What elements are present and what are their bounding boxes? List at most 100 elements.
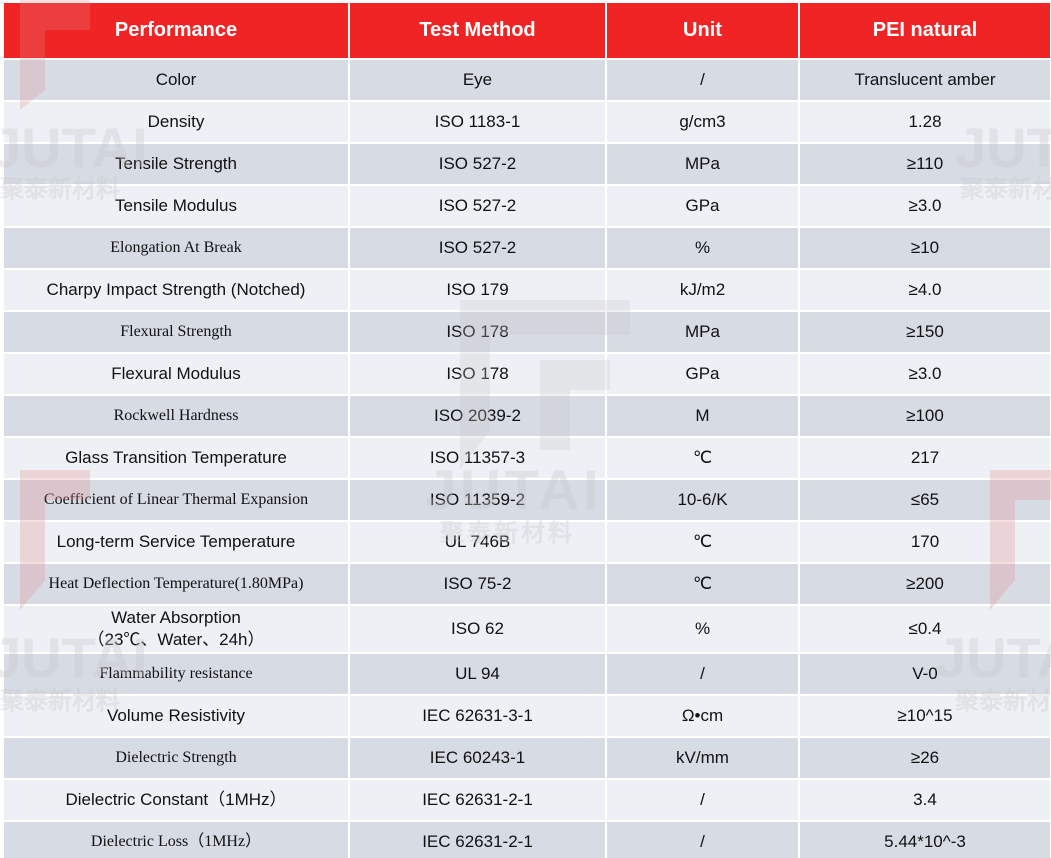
cell-value: ≥150 (799, 311, 1050, 354)
header-unit: Unit (606, 3, 800, 60)
performance-label: Flexural Modulus (111, 364, 241, 383)
cell-value: 1.28 (799, 101, 1050, 144)
cell-value: V-0 (799, 653, 1050, 696)
performance-label: Volume Resistivity (107, 706, 245, 725)
cell-performance: Dielectric Constant（1MHz） (4, 779, 350, 822)
cell-test-method: ISO 178 (349, 353, 607, 396)
table-row: Dielectric Loss（1MHz） IEC 62631-2-1/5.44*… (4, 821, 1050, 858)
cell-performance: Flexural Strength (4, 311, 350, 354)
properties-table: Performance Test Method Unit PEI natural… (4, 3, 1050, 858)
cell-value: ≥26 (799, 737, 1050, 780)
cell-test-method: ISO 527-2 (349, 143, 607, 186)
cell-value: 217 (799, 437, 1050, 480)
performance-label: Heat Deflection Temperature(1.80MPa) (48, 575, 304, 592)
cell-unit: GPa (606, 185, 800, 228)
table-row: Tensile Strength ISO 527-2 MPa ≥110 (4, 143, 1050, 186)
cell-test-method: IEC 62631-2-1 (349, 779, 607, 822)
cell-test-method: ISO 62 (349, 605, 607, 654)
cell-test-method: UL 746B (349, 521, 607, 564)
cell-performance: Flammability resistance (4, 653, 350, 696)
table-body: Color Eye / Translucent amber Density ISO 118… (4, 59, 1050, 858)
cell-unit: % (606, 605, 800, 654)
cell-unit: % (606, 227, 800, 270)
performance-label: Dielectric Constant（1MHz） (65, 790, 287, 809)
cell-unit: / (606, 59, 800, 102)
performance-label-condition: （23℃、Water、24h） (87, 630, 265, 649)
cell-test-method: ISO 1183-1 (349, 101, 607, 144)
cell-performance: Glass Transition Temperature (4, 437, 350, 480)
cell-test-method: ISO 179 (349, 269, 607, 312)
performance-label: Tensile Strength (115, 154, 237, 173)
performance-label: Coefficient of Linear Thermal Expansion (43, 491, 309, 508)
cell-performance: Tensile Strength (4, 143, 350, 186)
performance-label: Color (155, 70, 197, 89)
cell-value: 170 (799, 521, 1050, 564)
cell-test-method: IEC 62631-3-1 (349, 695, 607, 738)
cell-test-method: ISO 527-2 (349, 227, 607, 270)
table-row: Long-term Service Temperature UL 746B ℃ 170 (4, 521, 1050, 564)
cell-unit: / (606, 779, 800, 822)
table-header-row: Performance Test Method Unit PEI natural (4, 3, 1050, 60)
cell-value: 3.4 (799, 779, 1050, 822)
table-row: Volume Resistivity IEC 62631-3-1 Ω•cm ≥10^1… (4, 695, 1050, 738)
cell-unit: GPa (606, 353, 800, 396)
cell-performance: Long-term Service Temperature (4, 521, 350, 564)
cell-test-method: ISO 11357-3 (349, 437, 607, 480)
cell-value: ≥10 (799, 227, 1050, 270)
header-value: PEI natural (799, 3, 1050, 60)
cell-unit: ℃ (606, 437, 800, 480)
cell-value: ≥10^15 (799, 695, 1050, 738)
table-row: Rockwell Hardness ISO 2039-2 M ≥100 (4, 395, 1050, 438)
cell-unit: 10-6/K (606, 479, 800, 522)
cell-value: ≥200 (799, 563, 1050, 606)
performance-label: Flexural Strength (120, 323, 232, 340)
performance-label: Charpy Impact Strength (Notched) (46, 280, 306, 299)
cell-unit: MPa (606, 311, 800, 354)
table-row: Water Absorption （23℃、Water、24h） ISO 62% ≤0… (4, 605, 1050, 654)
table-row: Dielectric Strength IEC 60243-1 kV/mm ≥26 (4, 737, 1050, 780)
cell-performance: Charpy Impact Strength (Notched) (4, 269, 350, 312)
cell-performance: Heat Deflection Temperature(1.80MPa) (4, 563, 350, 606)
cell-unit: g/cm3 (606, 101, 800, 144)
cell-performance: Rockwell Hardness (4, 395, 350, 438)
performance-label: Tensile Modulus (115, 196, 237, 215)
performance-label: Rockwell Hardness (113, 407, 239, 424)
cell-performance: Dielectric Strength (4, 737, 350, 780)
cell-unit: ℃ (606, 521, 800, 564)
cell-value: ≥110 (799, 143, 1050, 186)
table-row: Flammability resistance UL 94/V-0 (4, 653, 1050, 696)
cell-unit: M (606, 395, 800, 438)
cell-unit: Ω•cm (606, 695, 800, 738)
cell-value: ≤65 (799, 479, 1050, 522)
cell-performance: Dielectric Loss（1MHz） (4, 821, 350, 858)
cell-test-method: ISO 75-2 (349, 563, 607, 606)
table-row: Charpy Impact Strength (Notched) ISO 179 k… (4, 269, 1050, 312)
cell-value: ≥3.0 (799, 353, 1050, 396)
header-test-method: Test Method (349, 3, 607, 60)
cell-value: 5.44*10^-3 (799, 821, 1050, 858)
header-performance: Performance (4, 3, 350, 60)
cell-value: ≥3.0 (799, 185, 1050, 228)
cell-performance: Water Absorption （23℃、Water、24h） (4, 605, 350, 654)
cell-performance: Tensile Modulus (4, 185, 350, 228)
cell-test-method: ISO 2039-2 (349, 395, 607, 438)
performance-label: Dielectric Strength (115, 749, 237, 766)
table-row: Density ISO 1183-1 g/cm3 1.28 (4, 101, 1050, 144)
table-row: Heat Deflection Temperature(1.80MPa) ISO … (4, 563, 1050, 606)
cell-unit: ℃ (606, 563, 800, 606)
performance-label: Long-term Service Temperature (56, 532, 296, 551)
cell-unit: MPa (606, 143, 800, 186)
cell-unit: / (606, 653, 800, 696)
cell-unit: kJ/m2 (606, 269, 800, 312)
cell-test-method: Eye (349, 59, 607, 102)
cell-performance: Flexural Modulus (4, 353, 350, 396)
performance-label: Elongation At Break (110, 239, 242, 256)
cell-performance: Density (4, 101, 350, 144)
table-row: Coefficient of Linear Thermal Expansion I… (4, 479, 1050, 522)
cell-performance: Volume Resistivity (4, 695, 350, 738)
cell-test-method: IEC 60243-1 (349, 737, 607, 780)
performance-label: Flammability resistance (99, 665, 253, 682)
cell-test-method: UL 94 (349, 653, 607, 696)
performance-label: Density (147, 112, 205, 131)
cell-performance: Color (4, 59, 350, 102)
